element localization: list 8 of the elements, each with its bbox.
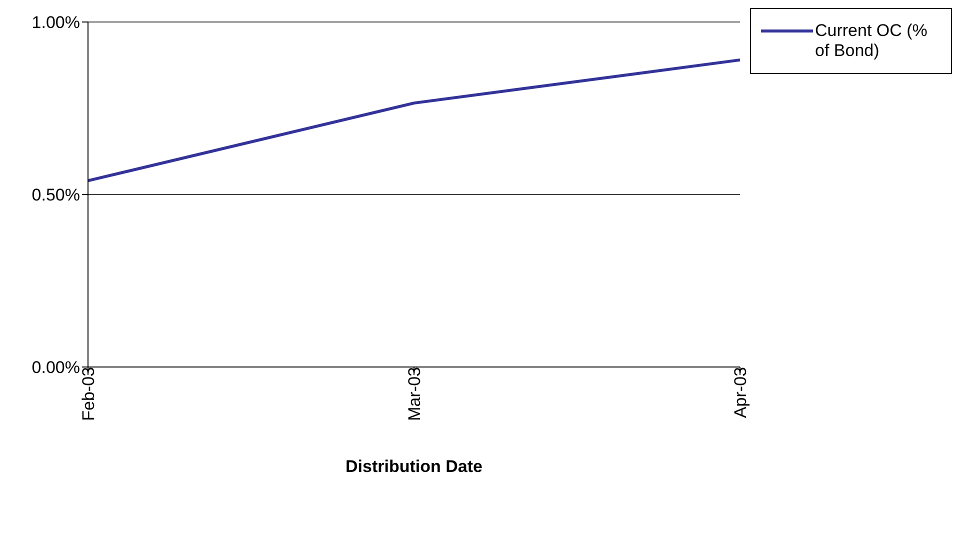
x-tick-label: Feb-03	[79, 367, 98, 421]
x-tick-label: Mar-03	[405, 367, 424, 421]
legend-label: Current OC (% of Bond)	[815, 21, 928, 61]
x-tick-label: Apr-03	[731, 367, 750, 418]
y-tick-label: 0.00%	[32, 358, 80, 378]
y-tick-label: 0.50%	[32, 186, 80, 205]
y-tick-label: 1.00%	[32, 13, 80, 32]
x-axis-title: Distribution Date	[346, 457, 482, 476]
